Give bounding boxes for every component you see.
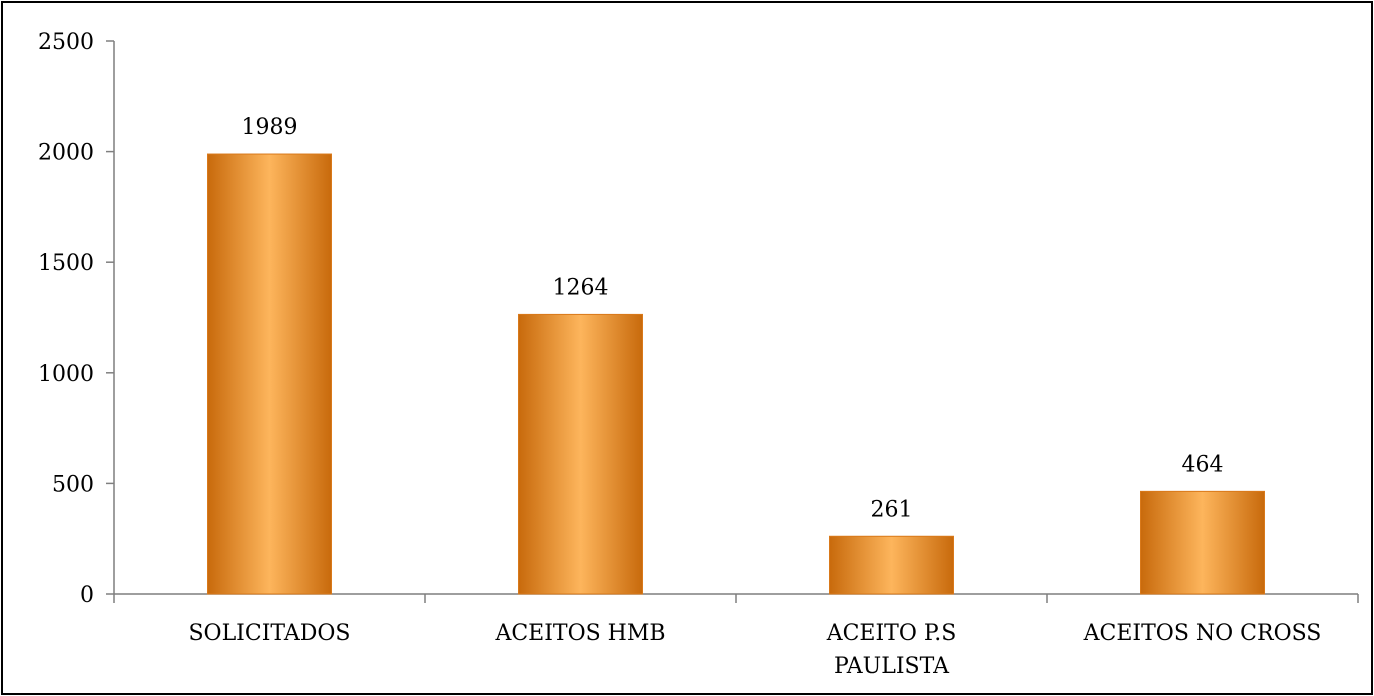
data-label: 1264 [553,275,609,300]
bar [207,153,332,595]
bars [207,153,1265,595]
y-tick-label: 0 [80,583,94,608]
x-category-label: SOLICITADOS [188,621,350,646]
data-label: 464 [1182,452,1224,477]
bar [829,535,954,595]
y-tick-label: 2500 [38,30,94,55]
bar [1140,490,1265,595]
bar [518,313,643,595]
y-tick-label: 2000 [38,141,94,166]
y-tick-label: 500 [52,472,94,497]
x-category-label: ACEITO P.S [826,621,957,646]
y-tick-label: 1000 [38,362,94,387]
data-label: 261 [871,497,913,522]
x-category-label: PAULISTA [834,654,950,679]
y-tick-label: 1500 [38,251,94,276]
x-category-label: ACEITOS HMB [494,621,665,646]
data-label: 1989 [242,115,298,140]
labels: 0 500 1000 1500 2000 2500 1989 SOLICITADOS 1264 A… [38,30,1321,679]
x-category-label: ACEITOS NO CROSS [1083,621,1322,646]
